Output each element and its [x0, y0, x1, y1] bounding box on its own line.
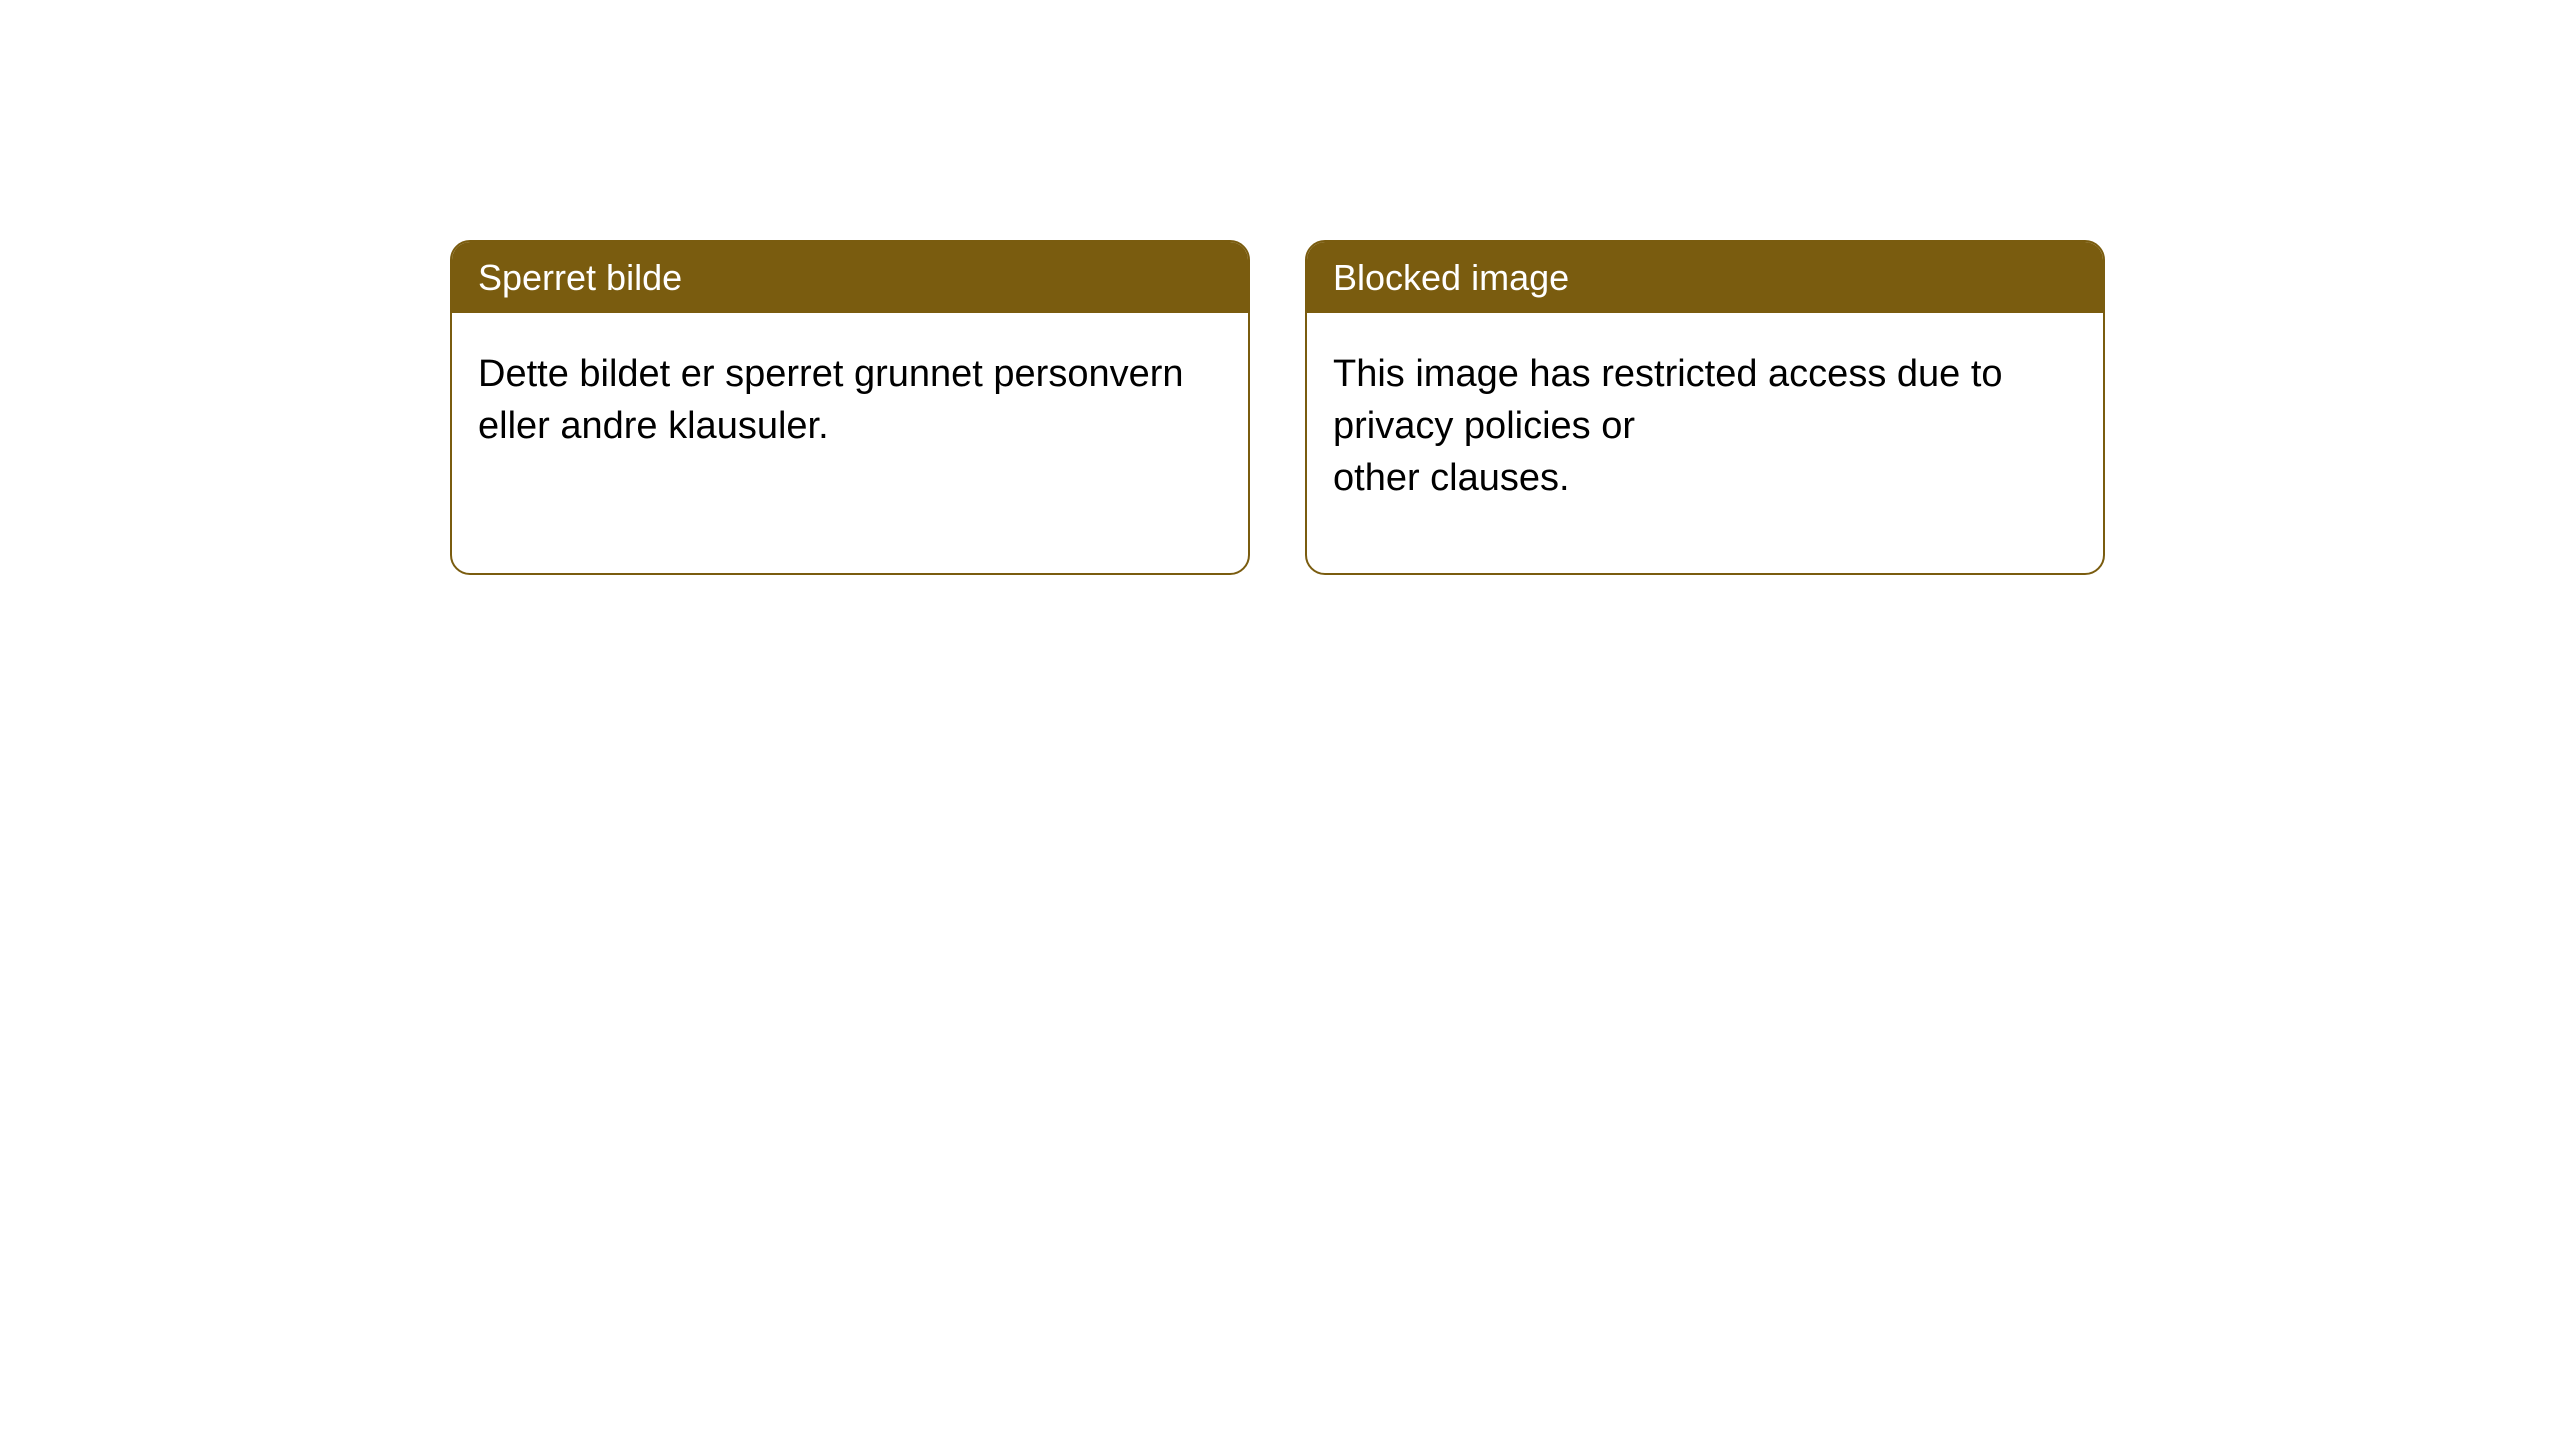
card-title-english: Blocked image — [1307, 242, 2103, 313]
card-body-norwegian: Dette bildet er sperret grunnet personve… — [452, 313, 1248, 488]
blocked-image-card-norwegian: Sperret bilde Dette bildet er sperret gr… — [450, 240, 1250, 575]
card-title-norwegian: Sperret bilde — [452, 242, 1248, 313]
card-body-english: This image has restricted access due to … — [1307, 313, 2103, 540]
blocked-image-card-english: Blocked image This image has restricted … — [1305, 240, 2105, 575]
blocked-image-notice-container: Sperret bilde Dette bildet er sperret gr… — [0, 0, 2560, 575]
